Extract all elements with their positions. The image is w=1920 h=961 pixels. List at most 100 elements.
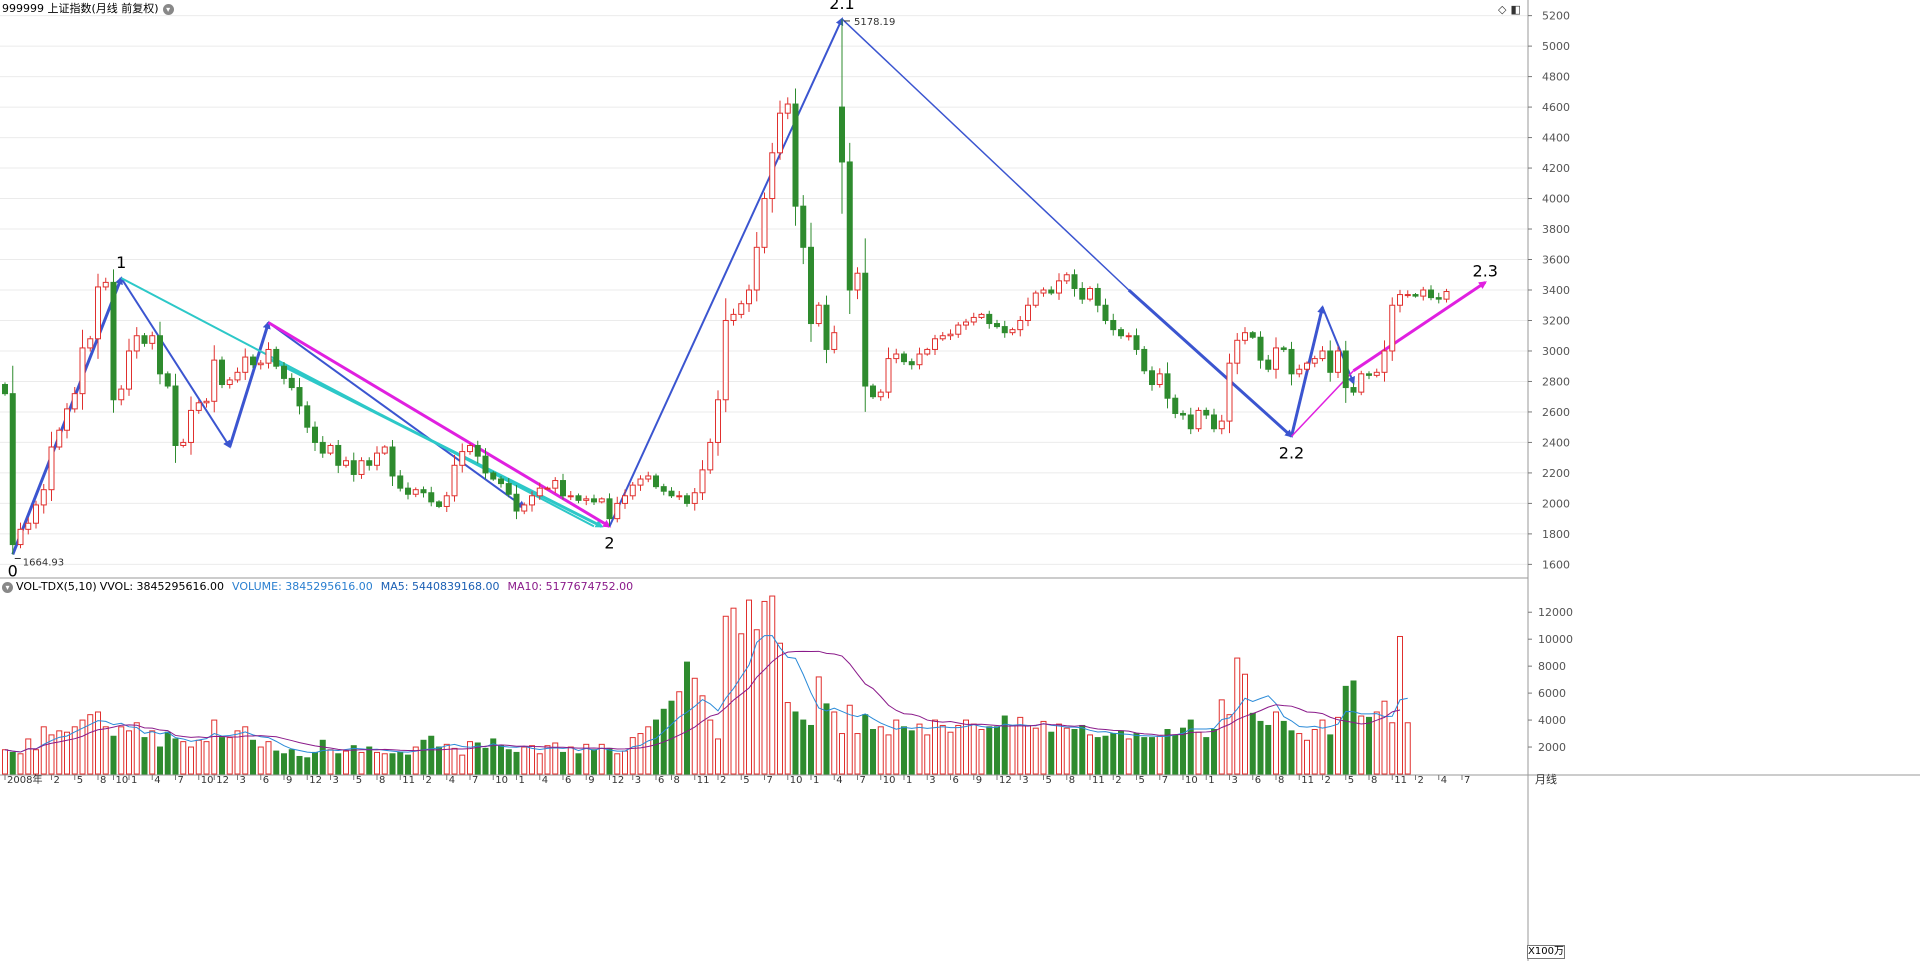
candle-body	[141, 335, 148, 344]
price-tick-label: 3800	[1542, 223, 1570, 236]
volume-bar	[970, 723, 977, 775]
volume-bar	[358, 751, 365, 775]
time-tick-label: 10	[495, 775, 508, 786]
volume-bar	[459, 754, 466, 775]
price-tick-label: 2000	[1542, 497, 1570, 510]
volume-bar	[815, 676, 822, 775]
time-tick-label: 7	[767, 775, 773, 786]
price-tick-label: 3000	[1542, 345, 1570, 358]
volume-bar	[1063, 727, 1070, 775]
time-tick-label: 10	[883, 775, 896, 786]
time-tick-label: 2	[720, 775, 726, 786]
candle-body	[149, 335, 156, 344]
candle-body	[1273, 347, 1279, 370]
candle-body	[40, 489, 47, 506]
candle-body	[505, 483, 512, 495]
wave-lines	[11, 17, 1487, 556]
candle-body	[118, 388, 125, 401]
candle-body	[319, 441, 326, 454]
volume-bar	[1040, 720, 1047, 775]
volume-bar	[1118, 730, 1124, 775]
candle-body	[288, 377, 295, 389]
volume-bar	[242, 726, 249, 775]
candle-body	[1280, 347, 1287, 350]
volume-bar	[265, 741, 272, 775]
volume-bar	[71, 726, 78, 775]
candle-body	[823, 304, 830, 350]
volume-bar	[1304, 739, 1310, 775]
candle-body	[583, 498, 590, 501]
volume-bar	[288, 749, 295, 775]
price-tick-label: 5200	[1542, 10, 1570, 23]
diamond-icon[interactable]: ◇	[1498, 3, 1507, 16]
price-tick-label: 3600	[1542, 254, 1570, 267]
volume-bar	[335, 753, 342, 775]
volume-bar	[792, 711, 799, 775]
candle-body	[420, 489, 427, 494]
candle-body	[64, 408, 70, 431]
time-tick-label: 8	[100, 775, 106, 786]
candle-body	[304, 405, 311, 428]
candle-body	[800, 205, 807, 248]
time-tick-label: 3	[240, 775, 246, 786]
candle-body	[219, 359, 225, 386]
volume-bar	[188, 746, 194, 775]
candle-body	[939, 335, 946, 340]
volume-bar	[1017, 716, 1024, 775]
candle-body	[33, 504, 39, 524]
candle-body	[1032, 292, 1039, 306]
time-tick-label: 7	[178, 775, 184, 786]
candle-body	[885, 358, 892, 393]
price-tick-label: 4000	[1542, 193, 1570, 206]
time-tick-label: 6	[658, 775, 664, 786]
time-tick-label: 12	[216, 775, 229, 786]
volume-bar	[575, 753, 582, 775]
volume-bar	[1025, 724, 1031, 775]
volume-bar	[862, 714, 869, 775]
volume-bar	[986, 726, 993, 775]
time-tick-label: 1	[1208, 775, 1214, 786]
volume-bar	[1156, 735, 1163, 775]
window-icon[interactable]: ◧	[1510, 3, 1521, 16]
candle-body	[1133, 335, 1140, 350]
candle-body	[467, 444, 473, 453]
volume-bar	[637, 733, 644, 775]
volume-bar	[1125, 738, 1132, 775]
wave-line	[120, 277, 231, 449]
candle-body	[1226, 362, 1233, 422]
time-tick-label: 8	[1278, 775, 1284, 786]
candle-body	[1211, 414, 1217, 430]
chevron-down-icon[interactable]: ▾	[2, 581, 13, 593]
time-tick-label: 5	[77, 775, 83, 786]
wave-label: 0	[8, 561, 18, 580]
candle-body	[1435, 297, 1442, 300]
candle-body	[1443, 291, 1450, 300]
volume-bar	[234, 730, 241, 775]
volume-bar	[877, 726, 884, 775]
grid-lines	[0, 15, 1528, 579]
price-tick-label: 4200	[1542, 162, 1570, 175]
candle-body	[1358, 373, 1365, 393]
candle-body	[746, 289, 752, 305]
volume-bar	[1164, 729, 1171, 775]
candle-body	[1218, 420, 1225, 430]
chart-header: 999999 上证指数(月线 前复权) ▾	[2, 2, 174, 16]
volume-bar	[33, 749, 39, 775]
candle-body	[1071, 274, 1078, 289]
candle-body	[366, 460, 373, 466]
volume-bar	[48, 734, 55, 775]
candle-body	[273, 348, 280, 367]
low-price-label: 1664.93	[23, 557, 64, 568]
volume-bar	[947, 731, 954, 775]
volume-bar	[738, 633, 745, 775]
time-tick-label: 11	[402, 775, 415, 786]
time-tick-label: 4	[836, 775, 842, 786]
volume-indicator-name: VOL-TDX(5,10)	[16, 580, 97, 593]
candle-body	[1195, 409, 1202, 430]
candle-body	[327, 444, 334, 454]
volume-bar	[1335, 716, 1341, 775]
volume-bar	[560, 751, 566, 775]
candle-body	[17, 528, 24, 546]
chevron-down-icon[interactable]: ▾	[162, 3, 174, 15]
